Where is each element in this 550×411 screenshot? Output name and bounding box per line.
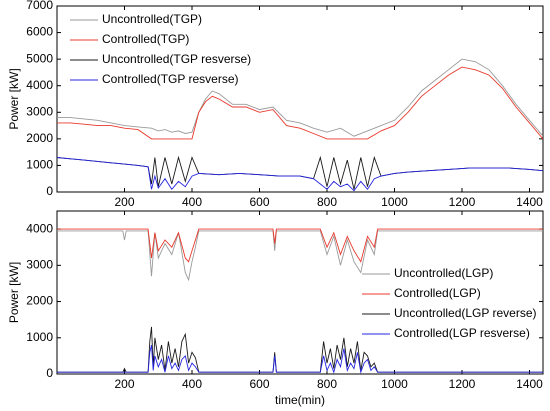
x-tick-label: 1400 — [516, 377, 543, 391]
panel-bottom: Power [kW] time(min) 200 400 600 800 1000 120… — [7, 210, 544, 407]
y-tick-label: 6000 — [26, 25, 53, 39]
y-tick-label: 2000 — [26, 131, 53, 145]
x-tick-label: 1200 — [449, 195, 476, 209]
x-tick-label: 1000 — [381, 377, 408, 391]
legend-label: Uncontrolled(LGP reverse) — [394, 306, 537, 320]
y-tick-label: 3000 — [26, 104, 53, 118]
legend-label: Controlled(TGP resverse) — [102, 72, 239, 86]
axis-ticks-bottom: 200 400 600 800 1000 1200 1400 0 1000 2000 3000 400… — [26, 211, 543, 391]
x-tick-label: 1400 — [516, 195, 543, 209]
y-axis-label-top: Power [kW] — [7, 68, 21, 129]
x-tick-label: 400 — [182, 377, 202, 391]
x-tick-label: 400 — [182, 195, 202, 209]
legend-label: Uncontrolled(TGP resverse) — [102, 52, 251, 66]
series-line — [57, 344, 543, 374]
y-axis-label-bottom: Power [kW] — [7, 262, 21, 323]
legend-label: Controlled(LGP) — [394, 286, 481, 300]
y-tick-label: 1000 — [26, 330, 53, 344]
panel-top: Power [kW] 200 400 600 800 1000 1200 1400 0 1000… — [7, 0, 544, 209]
x-tick-label: 1000 — [381, 195, 408, 209]
series-group-bottom — [57, 228, 543, 374]
series-line — [57, 66, 543, 140]
y-tick-label: 0 — [46, 184, 53, 198]
axis-ticks-top: 200 400 600 800 1000 1200 1400 0 1000 2000 3000 400… — [26, 0, 543, 209]
plot-area-bottom — [56, 210, 544, 375]
y-tick-label: 5000 — [26, 51, 53, 65]
y-tick-label: 3000 — [26, 258, 53, 272]
x-tick-label: 800 — [317, 377, 337, 391]
series-line — [57, 230, 543, 282]
x-tick-label: 200 — [114, 377, 134, 391]
y-tick-label: 2000 — [26, 294, 53, 308]
y-tick-label: 1000 — [26, 158, 53, 172]
x-tick-label: 1200 — [449, 377, 476, 391]
plot-area-top — [56, 5, 544, 193]
series-line — [57, 58, 543, 137]
y-tick-label: 4000 — [26, 221, 53, 235]
legend-label: Controlled(TGP) — [102, 32, 189, 46]
legend-bottom: Uncontrolled(LGP) Controlled(LGP) Uncontro… — [362, 266, 537, 340]
x-axis-label-bottom: time(min) — [275, 393, 325, 407]
x-tick-label: 600 — [249, 195, 269, 209]
legend-label: Controlled(LGP resverse) — [394, 326, 530, 340]
x-tick-label: 800 — [317, 195, 337, 209]
x-tick-label: 600 — [249, 377, 269, 391]
y-tick-label: 7000 — [26, 0, 53, 12]
series-line — [57, 228, 543, 263]
x-tick-label: 200 — [114, 195, 134, 209]
legend-label: Uncontrolled(TGP) — [102, 12, 202, 26]
y-tick-label: 0 — [46, 366, 53, 380]
y-tick-label: 4000 — [26, 78, 53, 92]
series-group-top — [57, 58, 543, 192]
series-line — [57, 157, 543, 192]
legend-label: Uncontrolled(LGP) — [394, 266, 493, 280]
legend-top: Uncontrolled(TGP) Controlled(TGP) Uncontro… — [70, 12, 251, 86]
